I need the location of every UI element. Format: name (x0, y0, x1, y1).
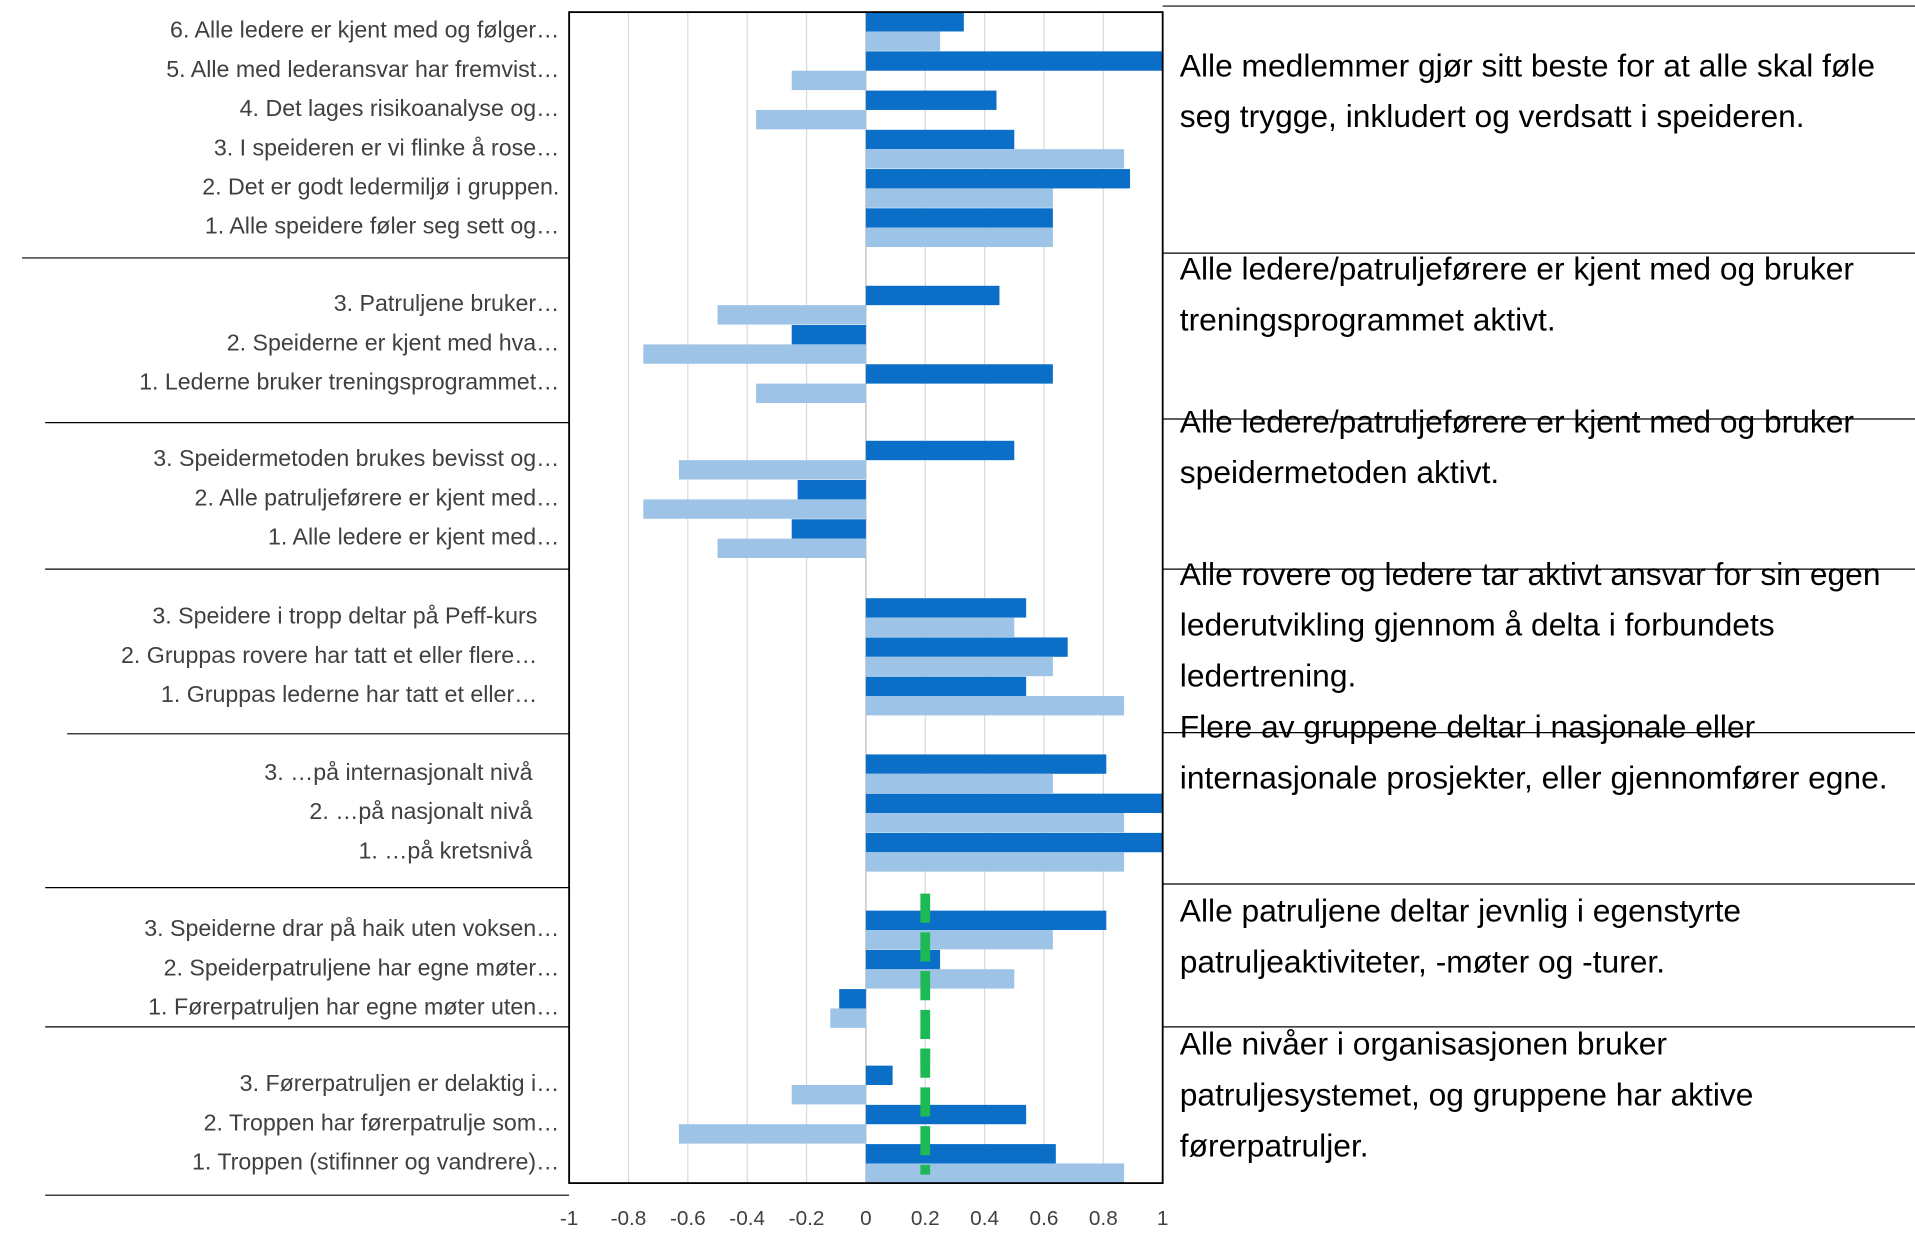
goal-text: Alle medlemmer gjør sitt beste for at al… (1179, 47, 1876, 135)
category-label: 3. Speidere i tropp deltar på Peff-kurs (152, 603, 537, 629)
bar (865, 793, 1163, 814)
bar (865, 1104, 1027, 1125)
bar (756, 383, 866, 403)
x-tick-label: 0.2 (911, 1207, 940, 1230)
x-tick-label: 0.8 (1089, 1207, 1118, 1230)
goal-box: Alle rovere og ledere tar aktivt ansvar … (1179, 555, 1881, 694)
bar (865, 188, 1053, 208)
category-label: 2. Troppen har førerpatrulje som… (204, 1109, 560, 1135)
category-label: 4. Det lages risikoanalyse og… (240, 95, 560, 121)
category-label: 3. …på internasjonalt nivå (264, 759, 532, 785)
x-tick-label: -0.4 (729, 1207, 765, 1230)
bar (865, 208, 1053, 228)
category-label: 2. Gruppas rovere har tatt et eller fler… (121, 642, 537, 668)
bar (865, 754, 1107, 774)
category-label: 3. Førerpatruljen er delaktig i… (240, 1070, 560, 1096)
bar (865, 696, 1125, 716)
bar (865, 1065, 893, 1085)
bar (865, 149, 1125, 169)
category-label: 2. Alle patruljeførere er kjent med… (195, 485, 560, 511)
bar (865, 910, 1107, 930)
goal-box: Alle nivåer i organisasjonen bruker patr… (1179, 1025, 1754, 1164)
bar (865, 1144, 1056, 1164)
bar (643, 499, 866, 519)
category-label: 3. I speideren er vi flinke å rose… (214, 134, 559, 160)
bar (865, 51, 1163, 71)
bar (830, 1008, 866, 1028)
goal-box: Alle ledere/patruljeførere er kjent med … (1179, 250, 1854, 338)
goal-text: Alle ledere/patruljeførere er kjent med … (1179, 403, 1854, 491)
bar (865, 832, 1163, 853)
category-label: 2. Speiderpatruljene har egne møter… (164, 954, 560, 980)
goal-box: Alle patruljene deltar jevnlig i egensty… (1179, 892, 1742, 980)
bar (865, 930, 1053, 950)
bar (839, 989, 866, 1009)
x-tick-label: 0.4 (970, 1207, 999, 1230)
bar (717, 305, 866, 325)
category-label: 1. Førerpatruljen har egne møter uten… (148, 994, 559, 1020)
bar (865, 852, 1125, 872)
category-label: 3. Speidermetoden brukes bevisst og… (153, 445, 559, 471)
bar (865, 227, 1053, 248)
category-label: 1. Gruppas lederne har tatt et eller… (161, 681, 537, 707)
category-label: 1. Alle ledere er kjent med… (268, 524, 559, 550)
category-label: 3. Speiderne drar på haik uten voksen… (144, 915, 559, 941)
bar (865, 12, 964, 32)
bar (791, 519, 866, 539)
bar (791, 325, 866, 345)
bar (865, 169, 1131, 189)
goal-box: Alle medlemmer gjør sitt beste for at al… (1179, 47, 1876, 135)
bar (865, 90, 997, 110)
category-label: 1. Troppen (stifinner og vandrere)… (192, 1149, 559, 1175)
bar (865, 656, 1053, 677)
bar (865, 129, 1015, 150)
x-tick-label: 1 (1157, 1207, 1169, 1230)
bar (865, 969, 1015, 989)
x-tick-label: -0.8 (611, 1207, 647, 1230)
bar (678, 1124, 866, 1144)
goal-text: Alle ledere/patruljeførere er kjent med … (1179, 250, 1854, 338)
bar (865, 1163, 1125, 1183)
bar (678, 460, 866, 480)
category-label: 1. …på kretsnivå (358, 837, 532, 863)
bar (756, 109, 866, 130)
goal-text: Alle patruljene deltar jevnlig i egensty… (1179, 892, 1742, 980)
category-label: 2. Speiderne er kjent med hva… (227, 330, 560, 356)
bar (797, 480, 866, 500)
category-label: 3. Patruljene bruker… (334, 290, 560, 316)
bar (865, 617, 1015, 637)
bar (717, 538, 866, 558)
category-label: 6. Alle ledere er kjent med og følger… (170, 17, 559, 43)
bar (865, 773, 1053, 794)
bar (791, 1085, 866, 1105)
category-label: 1. Alle speidere føler seg sett og… (205, 213, 560, 239)
bar (865, 285, 1000, 306)
bar (865, 440, 1015, 461)
x-tick-label: -0.2 (789, 1207, 825, 1230)
category-label: 2. …på nasjonalt nivå (309, 798, 532, 824)
bar (865, 598, 1027, 618)
category-label: 1. Lederne bruker treningsprogrammet… (139, 369, 559, 395)
bar (865, 364, 1053, 384)
category-label: 2. Det er godt ledermiljø i gruppen. (202, 174, 559, 200)
plot-frame (568, 11, 1164, 1184)
goal-text: Alle nivåer i organisasjonen bruker patr… (1179, 1025, 1754, 1164)
bar (865, 676, 1027, 697)
goal-box: Flere av gruppene deltar i nasjonale ell… (1179, 708, 1888, 796)
category-label: 5. Alle med lederansvar har fremvist… (166, 56, 559, 82)
bar (865, 637, 1068, 657)
bar (791, 70, 866, 91)
goal-box: Alle ledere/patruljeførere er kjent med … (1179, 403, 1854, 491)
bar (865, 813, 1125, 833)
x-tick-label: -0.6 (670, 1207, 706, 1230)
goal-text: Alle rovere og ledere tar aktivt ansvar … (1179, 555, 1881, 694)
x-tick-label: 0 (860, 1207, 872, 1230)
x-tick-label: 0.6 (1030, 1207, 1059, 1230)
goal-text: Flere av gruppene deltar i nasjonale ell… (1179, 708, 1888, 796)
bar (643, 344, 866, 364)
bar (865, 31, 941, 51)
x-tick-label: -1 (560, 1207, 578, 1230)
